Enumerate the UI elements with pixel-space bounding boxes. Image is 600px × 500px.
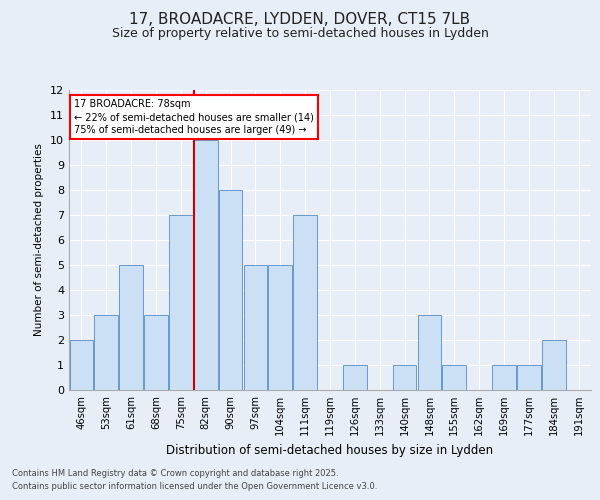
- Bar: [219, 190, 242, 390]
- Bar: [492, 365, 516, 390]
- Bar: [144, 315, 168, 390]
- Bar: [169, 215, 193, 390]
- Bar: [94, 315, 118, 390]
- Bar: [418, 315, 441, 390]
- Bar: [442, 365, 466, 390]
- Bar: [517, 365, 541, 390]
- Text: Contains public sector information licensed under the Open Government Licence v3: Contains public sector information licen…: [12, 482, 377, 491]
- Bar: [542, 340, 566, 390]
- Text: 17 BROADACRE: 78sqm
← 22% of semi-detached houses are smaller (14)
75% of semi-d: 17 BROADACRE: 78sqm ← 22% of semi-detach…: [74, 99, 314, 136]
- Bar: [119, 265, 143, 390]
- Text: Size of property relative to semi-detached houses in Lydden: Size of property relative to semi-detach…: [112, 28, 488, 40]
- Bar: [70, 340, 93, 390]
- Y-axis label: Number of semi-detached properties: Number of semi-detached properties: [34, 144, 44, 336]
- X-axis label: Distribution of semi-detached houses by size in Lydden: Distribution of semi-detached houses by …: [166, 444, 494, 456]
- Bar: [194, 140, 218, 390]
- Text: Contains HM Land Registry data © Crown copyright and database right 2025.: Contains HM Land Registry data © Crown c…: [12, 468, 338, 477]
- Text: 17, BROADACRE, LYDDEN, DOVER, CT15 7LB: 17, BROADACRE, LYDDEN, DOVER, CT15 7LB: [130, 12, 470, 28]
- Bar: [268, 265, 292, 390]
- Bar: [393, 365, 416, 390]
- Bar: [293, 215, 317, 390]
- Bar: [244, 265, 267, 390]
- Bar: [343, 365, 367, 390]
